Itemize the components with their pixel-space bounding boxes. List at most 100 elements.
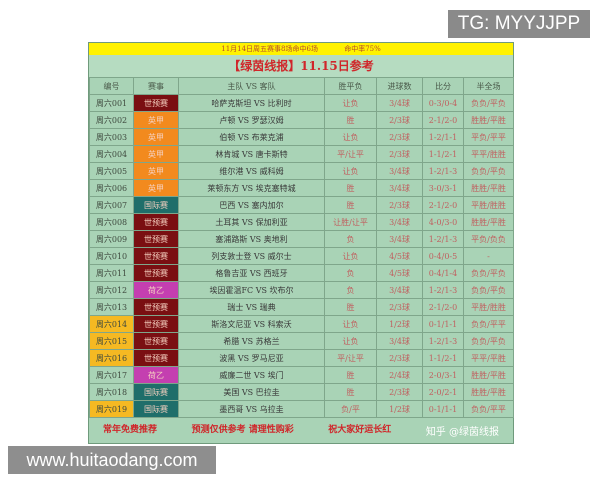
half-full-time: 负负/平负 [463,264,514,282]
score-prediction: 4-0/3-0 [422,213,464,231]
score-prediction: 0-3/0-4 [422,94,464,112]
total-goals: 3/4球 [376,94,423,112]
match-id: 周六018 [89,383,134,401]
column-header: 主队 VS 客队 [178,77,325,95]
half-full-time: 平平/胜胜 [463,145,514,163]
league-badge: 英甲 [133,145,179,163]
half-full-time: 平平/平胜 [463,349,514,367]
teams: 卢顿 VS 罗瑟汉姆 [178,111,325,129]
league-badge: 英甲 [133,179,179,197]
league-badge: 世预赛 [133,94,179,112]
total-goals: 2/3球 [376,196,423,214]
table-row: 周六002 英甲 卢顿 VS 罗瑟汉姆胜 2/3球 2-1/2-0 胜胜/平胜 [89,111,514,129]
total-goals: 3/4球 [376,179,423,197]
match-id: 周六017 [89,366,134,384]
win-draw-loss: 胜 [324,111,377,129]
half-full-time: 平负/平平 [463,128,514,146]
score-prediction: 0-4/0-5 [422,247,464,265]
table-row: 周六007 国际赛 巴西 VS 塞内加尔胜 2/3球 2-1/2-0 平胜/胜胜 [89,196,514,214]
half-full-time: 胜胜/平胜 [463,213,514,231]
footer-text-2: 预测仅供参考 请理性购彩 [191,425,294,435]
teams: 土耳其 VS 保加利亚 [178,213,325,231]
league-badge: 世预赛 [133,213,179,231]
table-row: 周六017 荷乙 威廉二世 VS 埃门胜 2/4球 2-0/3-1 胜胜/平胜 [89,366,514,384]
teams: 墨西哥 VS 乌拉圭 [178,400,325,418]
total-goals: 2/3球 [376,349,423,367]
total-goals: 2/3球 [376,111,423,129]
column-header: 进球数 [376,77,423,95]
half-full-time: 负负/平负 [463,94,514,112]
table-row: 周六001 世预赛 哈萨克斯坦 VS 比利时 让负 3/4球 0-3/0-4 负负/平负 [89,94,514,112]
prediction-table: 编号 赛事 主队 VS 客队 胜平负 进球数 比分 半全场 周六001 世预赛 哈萨克斯坦 VS… [89,77,514,418]
site-watermark: www.huitaodang.com [8,446,216,474]
half-full-time: 负负/平平 [463,315,514,333]
match-id: 周六001 [89,94,134,112]
table-row: 周六006 英甲 莱顿东方 VS 埃克塞特城胜 3/4球 3-0/3-1 胜胜/平胜 [89,179,514,197]
table-row: 周六015 世预赛 希腊 VS 苏格兰 让负 3/4球 1-2/1-3 负负/平负 [89,332,514,350]
banner-right: 命中率75% [344,45,381,53]
score-prediction: 1-2/1-1 [422,128,464,146]
column-header: 半全场 [463,77,514,95]
half-full-time: 负负/平负 [463,162,514,180]
win-draw-loss: 平/让平 [324,145,377,163]
league-badge: 国际赛 [133,196,179,214]
prediction-board: 11月14日周五赛事8场命中6场 命中率75% 【绿茵线报】11.15日参考 编… [88,42,514,444]
score-prediction: 2-1/2-0 [422,196,464,214]
total-goals: 3/4球 [376,281,423,299]
match-id: 周六007 [89,196,134,214]
half-full-time: 负负/平负 [463,281,514,299]
table-row: 周六014 世预赛 斯洛文尼亚 VS 科索沃 让负 1/2球 0-1/1-1 负负/平平 [89,315,514,333]
half-full-time: 负负/平平 [463,400,514,418]
match-id: 周六010 [89,247,134,265]
footer: 常年免费推荐 预测仅供参考 请理性购彩 祝大家好运长红 知乎 @绿茵线报 [89,418,513,443]
score-prediction: 0-1/1-1 [422,400,464,418]
league-badge: 英甲 [133,162,179,180]
league-badge: 荷乙 [133,281,179,299]
teams: 塞浦路斯 VS 奥地利 [178,230,325,248]
league-badge: 荷乙 [133,366,179,384]
half-full-time: 胜胜/平胜 [463,366,514,384]
league-badge: 英甲 [133,128,179,146]
total-goals: 2/3球 [376,128,423,146]
table-row: 周六011 世预赛 格鲁吉亚 VS 西班牙负 4/5球 0-4/1-4 负负/平负 [89,264,514,282]
teams: 伯顿 VS 布莱克浦 [178,128,325,146]
table-row: 周六003 英甲 伯顿 VS 布莱克浦 让负 2/3球 1-2/1-1 平负/平平 [89,128,514,146]
half-full-time: 平胜/胜胜 [463,196,514,214]
win-draw-loss: 负 [324,230,377,248]
league-badge: 国际赛 [133,400,179,418]
score-prediction: 1-2/1-3 [422,332,464,350]
zhihu-watermark: 知乎 @绿茵线报 [425,427,499,438]
win-draw-loss: 让负 [324,315,377,333]
total-goals: 2/4球 [376,366,423,384]
league-badge: 世预赛 [133,315,179,333]
match-id: 周六016 [89,349,134,367]
score-prediction: 3-0/3-1 [422,179,464,197]
win-draw-loss: 负/平 [324,400,377,418]
half-full-time: 平胜/胜胜 [463,298,514,316]
total-goals: 1/2球 [376,400,423,418]
half-full-time: 胜胜/平胜 [463,383,514,401]
column-header: 编号 [89,77,134,95]
total-goals: 3/4球 [376,230,423,248]
total-goals: 1/2球 [376,315,423,333]
match-id: 周六012 [89,281,134,299]
match-id: 周六019 [89,400,134,418]
teams: 格鲁吉亚 VS 西班牙 [178,264,325,282]
table-row: 周六005 英甲 维尔港 VS 威科姆 让负 3/4球 1-2/1-3 负负/平负 [89,162,514,180]
banner-left: 11月14日周五赛事8场命中6场 [221,45,318,53]
win-draw-loss: 让负 [324,128,377,146]
teams: 林肯城 VS 唐卡斯特 [178,145,325,163]
teams: 瑞士 VS 瑞典 [178,298,325,316]
win-draw-loss: 平/让平 [324,349,377,367]
result-banner: 11月14日周五赛事8场命中6场 命中率75% [89,43,513,55]
score-prediction: 2-0/2-1 [422,383,464,401]
total-goals: 2/3球 [376,298,423,316]
footer-text-3: 祝大家好运长红 [328,425,392,435]
score-prediction: 0-1/1-1 [422,315,464,333]
score-prediction: 0-4/1-4 [422,264,464,282]
table-row: 周六008 世预赛 土耳其 VS 保加利亚 让胜/让平 3/4球 4-0/3-0 胜胜/平胜 [89,213,514,231]
win-draw-loss: 胜 [324,366,377,384]
table-row: 周六009 世预赛 塞浦路斯 VS 奥地利负 3/4球 1-2/1-3 平负/负负 [89,230,514,248]
teams: 美国 VS 巴拉圭 [178,383,325,401]
total-goals: 4/5球 [376,247,423,265]
